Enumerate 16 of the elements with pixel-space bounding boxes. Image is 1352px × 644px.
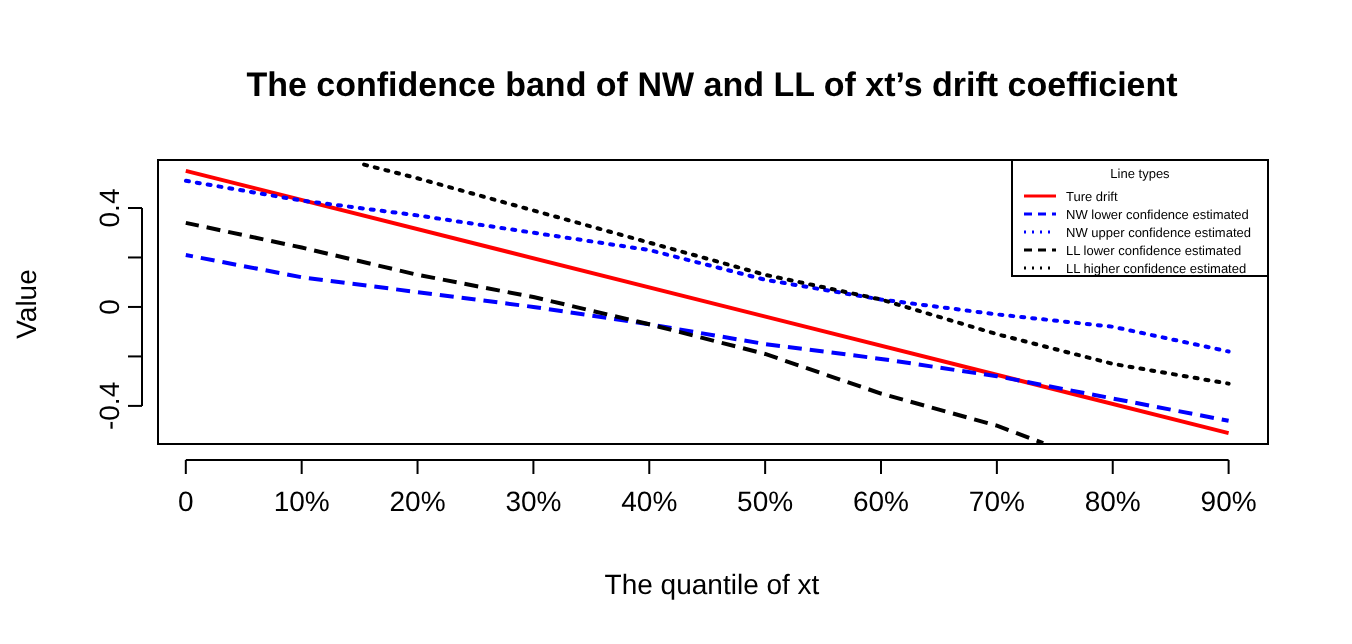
x-tick-label: 0 — [178, 484, 195, 517]
x-tick-label: 20% — [389, 484, 446, 517]
x-tick-label: 50% — [737, 484, 794, 517]
y-tick-label: -0.4 — [92, 381, 125, 431]
x-tick-label: 10% — [273, 484, 330, 517]
y-tick-label: 0.4 — [92, 188, 125, 228]
y-tick-label: 0 — [92, 298, 125, 315]
chart-title: The confidence band of NW and LL of xt’s drift coefficient — [246, 66, 1179, 104]
x-tick-label: 80% — [1084, 484, 1141, 517]
y-axis-title: Value — [10, 268, 42, 339]
x-tick-label: 70% — [968, 484, 1025, 517]
x-tick-label: 60% — [852, 484, 910, 517]
x-axis-title: The quantile of xt — [604, 568, 820, 600]
x-tick-label: 90% — [1200, 484, 1257, 517]
x-tick-label: 40% — [621, 484, 678, 517]
x-tick-label: 30% — [505, 484, 562, 517]
